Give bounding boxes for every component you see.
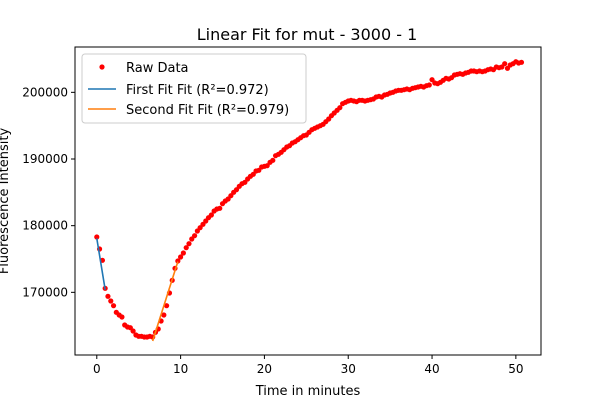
data-point <box>192 233 198 239</box>
data-point <box>130 328 136 334</box>
legend-marker-raw-data <box>99 64 105 70</box>
data-point <box>186 241 192 247</box>
data-point <box>337 105 343 111</box>
x-axis: 0 10 20 30 40 50 <box>93 355 523 376</box>
legend-label-second-fit: Second Fit Fit (R²=0.979) <box>126 103 289 118</box>
data-point <box>426 82 432 88</box>
legend: Raw Data First Fit Fit (R²=0.972) Second… <box>81 53 307 124</box>
x-tick-label: 30 <box>341 362 356 376</box>
legend-label-first-fit: First Fit Fit (R²=0.972) <box>126 83 269 98</box>
data-point <box>164 303 170 309</box>
data-point <box>108 298 114 304</box>
y-tick-label: 170000 <box>22 285 68 299</box>
data-point <box>110 303 117 309</box>
data-point <box>208 212 214 218</box>
legend-label-raw-data: Raw Data <box>126 61 189 76</box>
data-point <box>183 245 189 251</box>
x-tick-label: 10 <box>173 362 188 376</box>
legend-box <box>81 53 307 124</box>
plot-area <box>94 59 525 342</box>
y-axis-label: Fluorescence Intensity <box>0 128 12 275</box>
x-tick-label: 50 <box>508 362 523 376</box>
axes-frame <box>74 46 542 356</box>
data-point <box>119 314 125 320</box>
data-point <box>161 312 167 318</box>
y-axis: 170000 180000 190000 200000 <box>22 85 75 299</box>
chart-title: Linear Fit for mut - 3000 - 1 <box>197 25 418 44</box>
data-point <box>502 61 508 67</box>
y-tick-label: 180000 <box>22 219 68 233</box>
second-fit-line <box>151 261 179 342</box>
x-axis-label: Time in minutes <box>255 384 361 399</box>
data-point <box>217 205 223 211</box>
y-tick-label: 190000 <box>22 152 68 166</box>
data-point <box>175 258 181 264</box>
data-point <box>178 254 184 260</box>
data-point <box>180 250 186 256</box>
data-point <box>94 234 100 240</box>
data-point <box>270 157 276 163</box>
y-tick-label: 200000 <box>22 85 68 99</box>
x-tick-label: 40 <box>424 362 439 376</box>
x-tick-label: 0 <box>93 362 101 376</box>
x-tick-label: 20 <box>257 362 272 376</box>
data-point <box>518 59 525 65</box>
data-point <box>105 293 111 299</box>
first-fit-line <box>96 238 106 290</box>
